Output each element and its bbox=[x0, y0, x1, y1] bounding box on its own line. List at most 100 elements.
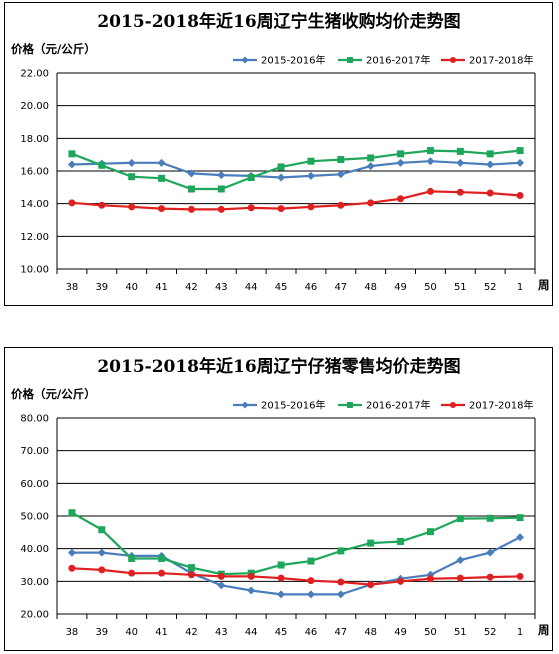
data-point bbox=[516, 533, 525, 542]
y-tick-label: 30.00 bbox=[20, 577, 49, 588]
data-point bbox=[306, 590, 315, 599]
data-point bbox=[367, 581, 375, 589]
data-point bbox=[367, 154, 375, 162]
x-tick-label: 42 bbox=[185, 282, 198, 293]
y-axis-label: 价格（元/公斤） bbox=[11, 387, 96, 401]
data-point bbox=[128, 569, 136, 577]
series-1 bbox=[68, 509, 524, 578]
data-point bbox=[217, 205, 225, 213]
x-tick-label: 51 bbox=[454, 627, 467, 638]
x-tick-label: 47 bbox=[334, 282, 347, 293]
data-point bbox=[128, 173, 136, 181]
legend-label: 2015-2016年 bbox=[261, 54, 326, 67]
data-point bbox=[396, 158, 405, 167]
data-point bbox=[367, 539, 375, 547]
data-point bbox=[456, 515, 464, 523]
data-point bbox=[516, 158, 525, 167]
y-tick-label: 40.00 bbox=[20, 544, 49, 555]
x-tick-label: 46 bbox=[305, 627, 318, 638]
y-tick-label: 18.00 bbox=[20, 134, 49, 145]
data-point bbox=[277, 590, 286, 599]
data-point bbox=[157, 158, 166, 167]
data-point bbox=[426, 528, 434, 536]
data-point bbox=[68, 509, 76, 517]
data-point bbox=[217, 581, 226, 590]
data-point bbox=[187, 571, 195, 579]
data-point bbox=[456, 158, 465, 167]
x-tick-label: 49 bbox=[394, 627, 407, 638]
legend-marker bbox=[347, 57, 353, 63]
data-point bbox=[128, 203, 136, 211]
data-point bbox=[247, 586, 256, 595]
x-axis-unit-label: 周 bbox=[538, 278, 550, 292]
x-tick-label: 43 bbox=[215, 282, 228, 293]
data-point bbox=[277, 205, 285, 213]
legend-label: 2016-2017年 bbox=[366, 54, 431, 67]
data-point bbox=[456, 574, 464, 582]
y-axis-label: 价格（元/公斤） bbox=[11, 42, 96, 56]
data-point bbox=[337, 156, 345, 164]
x-tick-label: 45 bbox=[275, 282, 288, 293]
data-point bbox=[98, 201, 106, 209]
y-tick-label: 22.00 bbox=[20, 69, 49, 80]
series-line bbox=[71, 567, 521, 586]
data-point bbox=[516, 192, 524, 199]
data-point bbox=[187, 169, 196, 178]
x-tick-label: 40 bbox=[125, 282, 138, 293]
legend-marker bbox=[450, 402, 456, 408]
data-point bbox=[486, 189, 494, 197]
data-point bbox=[217, 185, 225, 193]
series-2 bbox=[68, 564, 524, 589]
chart-panel-slaughter-pig: 2015-2018年近16周辽宁生猪收购均价走势图 价格（元/公斤） 10.00 12… bbox=[4, 2, 553, 306]
legend-label: 2015-2016年 bbox=[261, 399, 326, 412]
x-tick-label: 42 bbox=[185, 627, 198, 638]
data-point bbox=[307, 157, 315, 165]
data-point bbox=[307, 577, 315, 585]
data-point bbox=[366, 162, 375, 171]
legend-label: 2016-2017年 bbox=[366, 399, 431, 412]
y-tick-label: 70.00 bbox=[20, 446, 49, 457]
series-2 bbox=[68, 187, 524, 213]
data-point bbox=[158, 174, 166, 182]
data-point bbox=[127, 158, 136, 167]
data-point bbox=[187, 564, 195, 572]
data-point bbox=[336, 590, 345, 599]
chart-title: 2015-2018年近16周辽宁仔猪零售均价走势图 bbox=[97, 356, 460, 377]
data-point bbox=[158, 569, 166, 577]
x-tick-label: 41 bbox=[155, 282, 168, 293]
x-tick-label: 39 bbox=[95, 627, 108, 638]
data-point bbox=[486, 514, 494, 522]
data-point bbox=[97, 548, 106, 557]
legend-marker bbox=[347, 402, 353, 408]
x-tick-label: 51 bbox=[454, 282, 467, 293]
data-point bbox=[68, 150, 76, 158]
legend-marker bbox=[241, 56, 249, 64]
data-point bbox=[516, 147, 524, 155]
x-tick-label: 47 bbox=[334, 627, 347, 638]
data-point bbox=[247, 204, 255, 212]
chart-panel-piglet: 2015-2018年近16周辽宁仔猪零售均价走势图 价格（元/公斤） 20.00 30… bbox=[4, 347, 553, 651]
y-tick-label: 60.00 bbox=[20, 479, 49, 490]
data-point bbox=[397, 577, 405, 585]
data-point bbox=[67, 548, 76, 557]
series-line bbox=[71, 536, 521, 596]
series-0 bbox=[67, 533, 525, 599]
chart-svg-slaughter-pig: 2015-2018年近16周辽宁生猪收购均价走势图价格（元/公斤）10.0012… bbox=[11, 11, 550, 293]
y-tick-label: 50.00 bbox=[20, 512, 49, 523]
y-tick-label: 20.00 bbox=[20, 101, 49, 112]
x-tick-label: 1 bbox=[517, 627, 523, 638]
chart-title: 2015-2018年近16周辽宁生猪收购均价走势图 bbox=[97, 11, 460, 32]
legend-marker bbox=[241, 401, 249, 409]
data-point bbox=[217, 171, 226, 180]
data-point bbox=[187, 205, 195, 213]
data-point bbox=[68, 564, 76, 572]
series-line bbox=[71, 190, 521, 211]
x-tick-label: 44 bbox=[245, 627, 258, 638]
series-1 bbox=[68, 147, 524, 193]
x-axis-unit-label: 周 bbox=[538, 623, 550, 637]
series-line bbox=[71, 149, 521, 191]
data-point bbox=[486, 150, 494, 158]
data-point bbox=[397, 150, 405, 158]
data-point bbox=[98, 566, 106, 574]
